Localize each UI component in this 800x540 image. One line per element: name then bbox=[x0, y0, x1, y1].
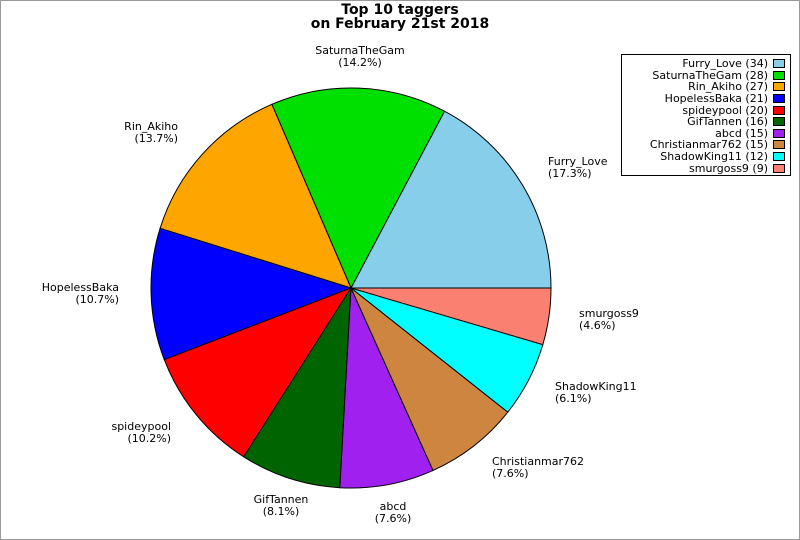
pie-label-smurgoss9: smurgoss9 (4.6%) bbox=[579, 308, 639, 332]
pie-label-name: Christianmar762 bbox=[492, 455, 585, 468]
pie-label-name: HopelessBaka bbox=[41, 281, 119, 294]
legend-label: Furry_Love (34) bbox=[682, 57, 768, 71]
pie-label-pct: (14.2%) bbox=[338, 56, 382, 69]
pie-label-Christianmar762: Christianmar762 (7.6%) bbox=[492, 456, 584, 480]
chart-title-line2: on February 21st 2018 bbox=[310, 15, 490, 32]
legend-label: abcd (15) bbox=[715, 126, 768, 140]
pie-slice-SaturnaTheGam bbox=[271, 87, 446, 290]
pie-label-name: Rin_Akiho bbox=[124, 120, 178, 133]
pie-label-pct: (8.1%) bbox=[262, 505, 300, 518]
legend-label: GifTannen (16) bbox=[687, 115, 768, 129]
legend-item-abcd: abcd (15) bbox=[622, 128, 790, 140]
pie-label-SaturnaTheGam: SaturnaTheGam (14.2%) bbox=[315, 45, 405, 69]
legend-swatch bbox=[773, 152, 785, 162]
legend-label: SaturnaTheGam (28) bbox=[652, 68, 768, 82]
pie-label-ShadowKing11: ShadowKing11 (6.1%) bbox=[555, 381, 637, 405]
legend: Furry_Love (34) SaturnaTheGam (28) Rin_Aki… bbox=[621, 54, 791, 176]
pie-label-Rin_Akiho: Rin_Akiho (13.7%) bbox=[124, 121, 178, 145]
legend-label: ShadowKing11 (12) bbox=[660, 150, 768, 164]
pie-label-name: Furry_Love bbox=[548, 155, 608, 168]
legend-swatch bbox=[773, 94, 785, 104]
pie-label-name: SaturnaTheGam bbox=[315, 44, 405, 57]
legend-item-Furry_Love: Furry_Love (34) bbox=[622, 58, 790, 70]
pie-label-name: GifTannen bbox=[253, 493, 309, 506]
legend-swatch bbox=[773, 117, 785, 127]
pie-label-name: smurgoss9 bbox=[579, 307, 639, 320]
legend-item-GifTannen: GifTannen (16) bbox=[622, 116, 790, 128]
legend-item-smurgoss9: smurgoss9 (9) bbox=[622, 162, 790, 174]
legend-swatch bbox=[773, 128, 785, 138]
pie-slice-Christianmar762 bbox=[350, 287, 509, 472]
legend-item-Rin_Akiho: Rin_Akiho (27) bbox=[622, 81, 790, 93]
pie-label-pct: (7.6%) bbox=[492, 467, 529, 480]
legend-swatch bbox=[773, 140, 785, 150]
pie-label-pct: (6.1%) bbox=[555, 392, 592, 405]
legend-label: Rin_Akiho (27) bbox=[688, 80, 768, 94]
legend-swatch bbox=[773, 105, 785, 115]
pie-slice-GifTannen bbox=[243, 286, 352, 489]
pie-label-name: abcd bbox=[379, 500, 407, 513]
pie-label-GifTannen: GifTannen (8.1%) bbox=[254, 494, 309, 518]
pie-label-Furry_Love: Furry_Love (17.3%) bbox=[548, 156, 608, 180]
pie-slice-spideypool bbox=[163, 286, 353, 458]
pie-slice-smurgoss9 bbox=[350, 287, 552, 346]
pie-label-pct: (17.3%) bbox=[548, 167, 592, 180]
pie-label-pct: (4.6%) bbox=[579, 319, 616, 332]
pie-label-pct: (7.6%) bbox=[374, 512, 412, 525]
legend-item-Christianmar762: Christianmar762 (15) bbox=[622, 139, 790, 151]
pie-slice-Furry_Love bbox=[350, 110, 552, 289]
legend-swatch bbox=[773, 59, 785, 69]
pie-label-pct: (13.7%) bbox=[134, 132, 178, 145]
legend-swatch bbox=[773, 82, 785, 92]
legend-label: Christianmar762 (15) bbox=[649, 138, 768, 152]
chart-title-line1: Top 10 taggers bbox=[341, 2, 459, 18]
pie-slice-abcd bbox=[339, 287, 434, 489]
pie-label-spideypool: spideypool (10.2%) bbox=[111, 421, 171, 445]
legend-label: HopelessBaka (21) bbox=[664, 92, 768, 106]
pie-slice-HopelessBaka bbox=[150, 227, 353, 361]
legend-label: spideypool (20) bbox=[682, 103, 768, 117]
chart-title: Top 10 taggers on February 21st 2018 bbox=[1, 2, 799, 32]
legend-swatch bbox=[773, 70, 785, 80]
pie-label-pct: (10.7%) bbox=[75, 293, 119, 306]
legend-item-SaturnaTheGam: SaturnaTheGam (28) bbox=[622, 70, 790, 82]
legend-item-ShadowKing11: ShadowKing11 (12) bbox=[622, 151, 790, 163]
legend-swatch bbox=[773, 163, 785, 173]
pie-slice-Rin_Akiho bbox=[159, 103, 352, 289]
pie-label-pct: (10.2%) bbox=[127, 432, 171, 445]
pie-label-name: ShadowKing11 bbox=[555, 380, 637, 393]
pie-label-HopelessBaka: HopelessBaka (10.7%) bbox=[42, 282, 119, 306]
legend-label: smurgoss9 (9) bbox=[689, 161, 768, 175]
legend-item-HopelessBaka: HopelessBaka (21) bbox=[622, 93, 790, 105]
legend-item-spideypool: spideypool (20) bbox=[622, 104, 790, 116]
pie-label-name: spideypool bbox=[111, 420, 171, 433]
pie-label-abcd: abcd (7.6%) bbox=[375, 501, 412, 525]
